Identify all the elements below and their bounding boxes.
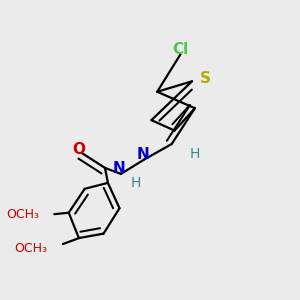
- Text: N: N: [113, 161, 126, 176]
- Text: S: S: [200, 71, 211, 86]
- Text: OCH₃: OCH₃: [14, 242, 47, 255]
- Text: Cl: Cl: [172, 42, 188, 57]
- Text: N: N: [136, 147, 149, 162]
- Text: H: H: [130, 176, 141, 190]
- Text: OCH₃: OCH₃: [7, 208, 40, 221]
- Text: O: O: [72, 142, 85, 157]
- Text: H: H: [190, 147, 200, 161]
